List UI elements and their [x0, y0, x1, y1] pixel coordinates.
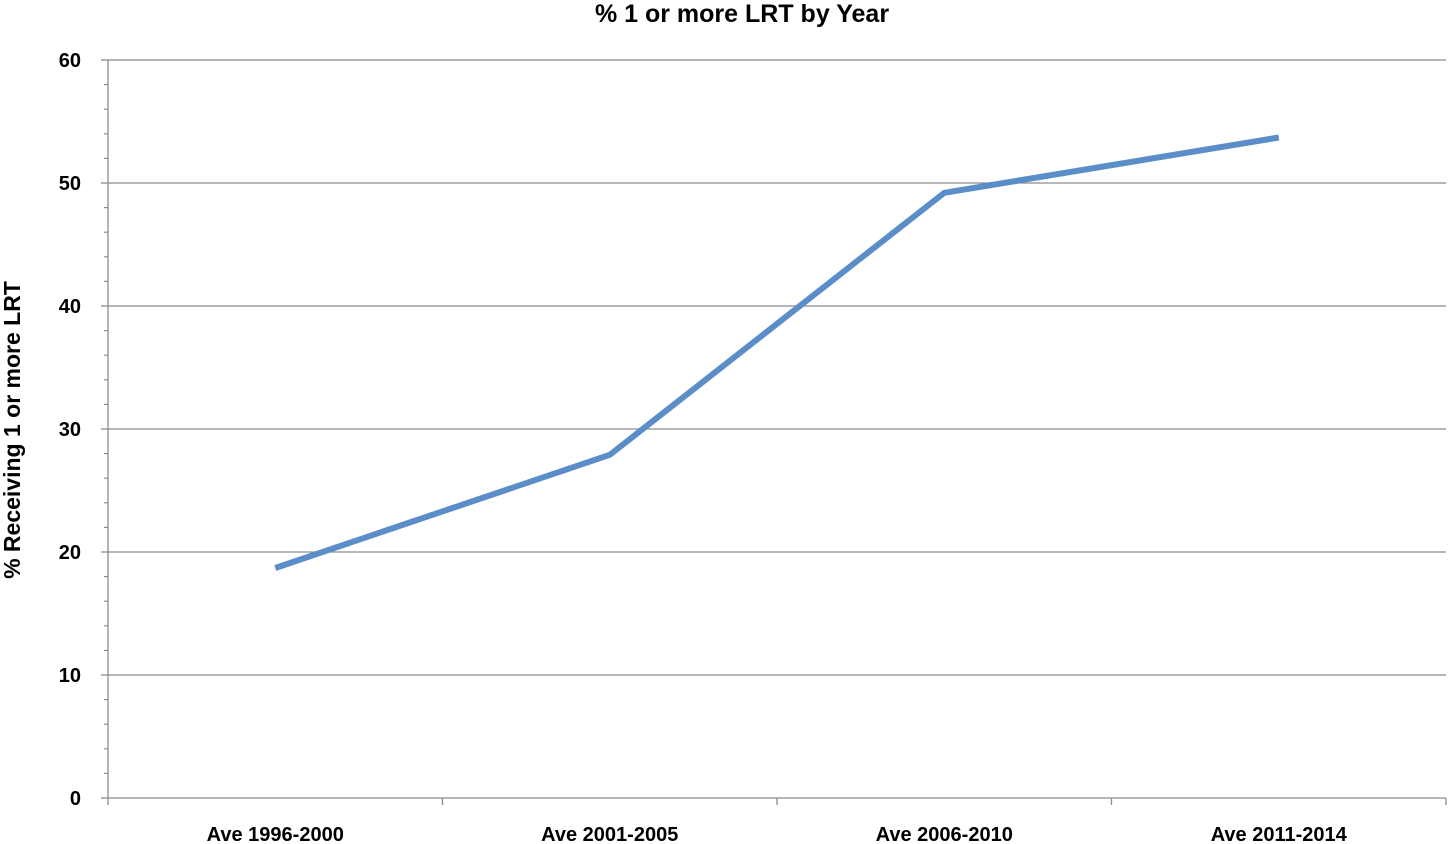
series-layer	[274, 134, 1280, 571]
x-tick-label: Ave 1996-2000	[207, 824, 344, 844]
x-tick-label: Ave 2011-2014	[1211, 824, 1348, 844]
x-tick-label: Ave 2006-2010	[876, 824, 1013, 844]
chart-title: % 1 or more LRT by Year	[595, 0, 889, 28]
x-tick-label: Ave 2001-2005	[541, 824, 678, 844]
y-axis-label: % Receiving 1 or more LRT	[0, 281, 25, 579]
axes	[101, 59, 1447, 805]
x-tick-labels: Ave 1996-2000 Ave 2001-2005 Ave 2006-2010 A…	[207, 824, 1348, 844]
y-tick-label: 40	[59, 296, 81, 318]
y-tick-label: 30	[59, 419, 81, 441]
y-tick-labels: 0 10 20 30 40 50 60	[59, 50, 81, 810]
y-tick-label: 0	[70, 788, 81, 810]
gridlines	[108, 59, 1446, 676]
series-line	[274, 134, 1280, 571]
y-tick-label: 10	[59, 665, 81, 687]
y-tick-label: 50	[59, 173, 81, 195]
y-tick-label: 60	[59, 50, 81, 72]
y-tick-label: 20	[59, 542, 81, 564]
